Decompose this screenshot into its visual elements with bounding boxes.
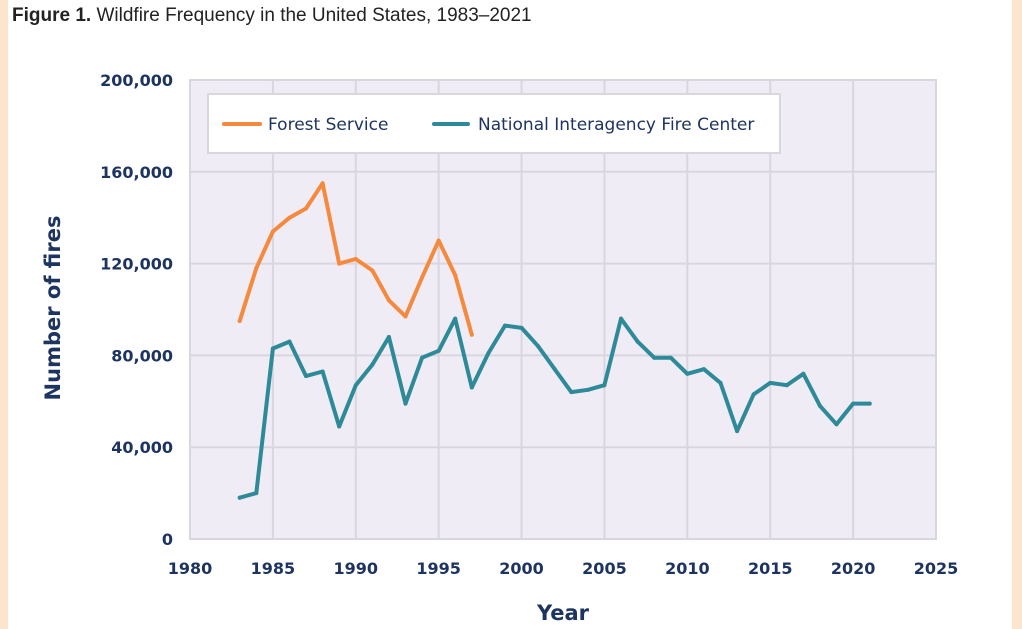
y-tick-label: 120,000: [100, 255, 173, 274]
series-lines: [237, 181, 872, 500]
data-point: [735, 429, 740, 434]
x-tick-label: 2005: [582, 559, 627, 578]
figure-label: Figure 1.: [12, 5, 92, 26]
x-tick-label: 1995: [416, 559, 461, 578]
data-point: [254, 491, 259, 496]
data-point: [403, 314, 408, 319]
series-points-nifc: [237, 316, 872, 500]
y-tick-label: 80,000: [111, 346, 173, 365]
y-axis-label: Number of fires: [41, 216, 65, 401]
x-tick-label: 1990: [334, 559, 379, 578]
data-point: [237, 495, 242, 500]
data-point: [569, 390, 574, 395]
data-point: [320, 369, 325, 374]
data-point: [270, 229, 275, 234]
data-point: [386, 298, 391, 303]
data-point: [320, 181, 325, 186]
data-point: [453, 316, 458, 321]
data-point: [536, 344, 541, 349]
x-tick-label: 1980: [168, 559, 213, 578]
data-point: [768, 380, 773, 385]
data-point: [287, 339, 292, 344]
data-point: [718, 380, 723, 385]
y-tick-label: 0: [162, 530, 173, 549]
data-point: [254, 266, 259, 271]
data-point: [867, 401, 872, 406]
data-point: [585, 387, 590, 392]
y-tick-labels: 0 40,000 80,000 120,000 160,000 200,000: [100, 71, 173, 549]
data-point: [635, 339, 640, 344]
x-tick-label: 2015: [748, 559, 793, 578]
x-axis-label: Year: [536, 601, 590, 625]
gridlines: [190, 80, 936, 539]
data-point: [851, 401, 856, 406]
data-point: [801, 371, 806, 376]
data-point: [685, 371, 690, 376]
data-point: [237, 318, 242, 323]
data-point: [486, 351, 491, 356]
x-tick-label: 2020: [831, 559, 876, 578]
data-point: [420, 275, 425, 280]
data-point: [701, 367, 706, 372]
legend: Forest Service National Interagency Fire…: [207, 93, 781, 154]
data-point: [834, 422, 839, 427]
data-point: [453, 273, 458, 278]
y-tick-label: 40,000: [111, 438, 173, 457]
data-point: [751, 392, 756, 397]
data-point: [420, 355, 425, 360]
data-point: [337, 424, 342, 429]
y-tick-label: 160,000: [100, 163, 173, 182]
data-point: [353, 257, 358, 262]
legend-label-nifc: National Interagency Fire Center: [478, 115, 754, 135]
data-point: [469, 385, 474, 390]
data-point: [817, 403, 822, 408]
data-point: [552, 367, 557, 372]
x-tick-label: 2000: [499, 559, 544, 578]
data-point: [304, 206, 309, 211]
series-points-forest-service: [237, 181, 474, 337]
figure-title: Figure 1. Wildfire Frequency in the Unit…: [12, 5, 532, 27]
data-point: [436, 348, 441, 353]
data-point: [619, 316, 624, 321]
figure-title-text: Wildfire Frequency in the United States,…: [96, 5, 532, 26]
data-point: [386, 335, 391, 340]
plot-area: [189, 79, 937, 540]
data-point: [784, 383, 789, 388]
data-point: [668, 355, 673, 360]
data-point: [287, 215, 292, 220]
x-tick-labels: 1980 1985 1990 1995 2000 2005 2010 2015 2020 2025: [168, 559, 959, 578]
data-point: [370, 268, 375, 273]
legend-label-forest-service: Forest Service: [268, 115, 388, 135]
data-point: [502, 323, 507, 328]
y-tick-label: 200,000: [100, 71, 173, 90]
data-point: [519, 325, 524, 330]
data-point: [436, 238, 441, 243]
data-point: [270, 346, 275, 351]
data-point: [304, 374, 309, 379]
x-tick-label: 2025: [914, 559, 959, 578]
data-point: [353, 383, 358, 388]
data-point: [469, 332, 474, 337]
x-tick-label: 1985: [251, 559, 296, 578]
data-point: [337, 261, 342, 266]
x-tick-label: 2010: [665, 559, 710, 578]
data-point: [370, 362, 375, 367]
data-point: [602, 383, 607, 388]
data-point: [403, 401, 408, 406]
data-point: [652, 355, 657, 360]
legend-box: [207, 93, 781, 154]
